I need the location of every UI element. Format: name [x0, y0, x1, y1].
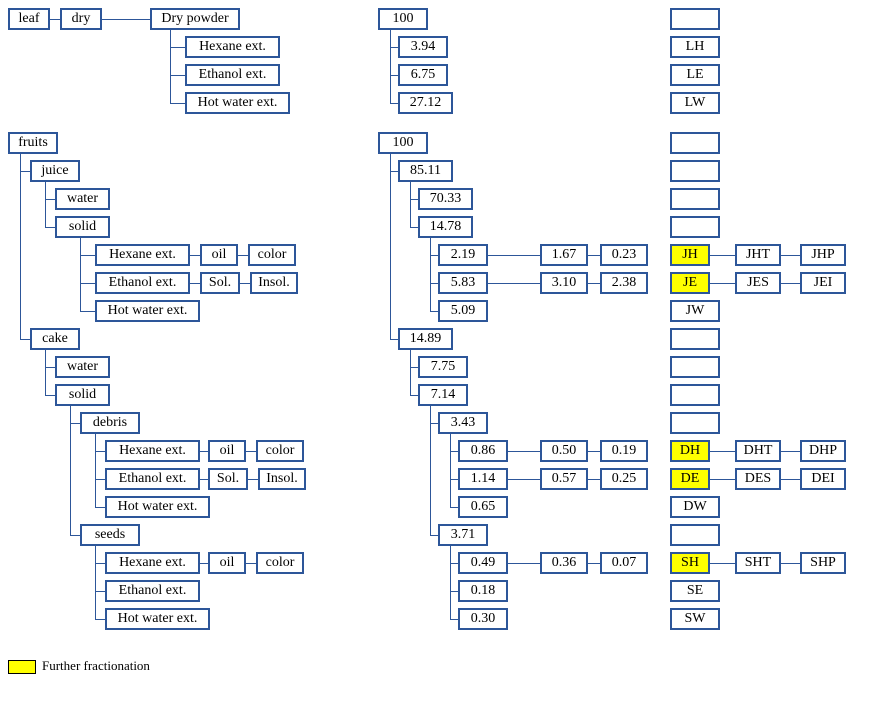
box-n_310: 3.10 — [540, 272, 588, 294]
legend-swatch — [8, 660, 36, 674]
box-c_oil1: oil — [200, 244, 238, 266]
box-n_007: 0.07 — [600, 552, 648, 574]
box-c_c_solid: solid — [55, 384, 110, 406]
box-c_sol1: Sol. — [200, 272, 240, 294]
box-n_714: 7.14 — [418, 384, 468, 406]
box-n_025: 0.25 — [600, 468, 648, 490]
box-n_371: 3.71 — [438, 524, 488, 546]
box-n_1478: 14.78 — [418, 216, 473, 238]
box-n_057: 0.57 — [540, 468, 588, 490]
box-n_030: 0.30 — [458, 608, 508, 630]
box-a_SHT: SHT — [735, 552, 781, 574]
box-n_775: 7.75 — [418, 356, 468, 378]
box-n_343: 3.43 — [438, 412, 488, 434]
box-c_d_eth: Ethanol ext. — [105, 468, 200, 490]
box-n_065: 0.65 — [458, 496, 508, 518]
box-c_color1: color — [248, 244, 296, 266]
box-n_1489: 14.89 — [398, 328, 453, 350]
box-a_LH: LH — [670, 36, 720, 58]
box-c_seeds: seeds — [80, 524, 140, 546]
box-c_dry: dry — [60, 8, 102, 30]
box-a_DEI: DEI — [800, 468, 846, 490]
box-c_l_eth: Ethanol ext. — [185, 64, 280, 86]
box-c_c_water: water — [55, 356, 110, 378]
box-a_DES: DES — [735, 468, 781, 490]
box-c_cake: cake — [30, 328, 80, 350]
box-n_114: 1.14 — [458, 468, 508, 490]
box-c_debris: debris — [80, 412, 140, 434]
box-n_100a: 100 — [378, 8, 428, 30]
box-a_LW: LW — [670, 92, 720, 114]
legend-label: Further fractionation — [42, 658, 150, 674]
box-n_583: 5.83 — [438, 272, 488, 294]
box-a_DHT: DHT — [735, 440, 781, 462]
box-n_023: 0.23 — [600, 244, 648, 266]
box-c_s_hot: Hot water ext. — [105, 608, 210, 630]
box-a_JW: JW — [670, 300, 720, 322]
box-a_SHP: SHP — [800, 552, 846, 574]
box-a_SE: SE — [670, 580, 720, 602]
box-a_JHP: JHP — [800, 244, 846, 266]
box-c_d_hex: Hexane ext. — [105, 440, 200, 462]
box-a_DE: DE — [670, 468, 710, 490]
box-n_049: 0.49 — [458, 552, 508, 574]
box-c_color2: color — [256, 440, 304, 462]
box-a_JH: JH — [670, 244, 710, 266]
box-c_oil3: oil — [208, 552, 246, 574]
box-a_JE: JE — [670, 272, 710, 294]
box-a_JEI: JEI — [800, 272, 846, 294]
box-c_s_hex: Hexane ext. — [105, 552, 200, 574]
box-c_js_hex: Hexane ext. — [95, 244, 190, 266]
box-n_019: 0.19 — [600, 440, 648, 462]
box-n_050: 0.50 — [540, 440, 588, 462]
box-c_l_hot: Hot water ext. — [185, 92, 290, 114]
box-c_fruits: fruits — [8, 132, 58, 154]
box-n_018: 0.18 — [458, 580, 508, 602]
box-a_LE: LE — [670, 64, 720, 86]
box-n_8511: 85.11 — [398, 160, 453, 182]
box-c_js_eth: Ethanol ext. — [95, 272, 190, 294]
box-c_j_solid: solid — [55, 216, 110, 238]
box-a_JES: JES — [735, 272, 781, 294]
box-n_219: 2.19 — [438, 244, 488, 266]
box-c_js_hot: Hot water ext. — [95, 300, 200, 322]
box-c_drypowder: Dry powder — [150, 8, 240, 30]
box-n_167: 1.67 — [540, 244, 588, 266]
box-c_s_eth: Ethanol ext. — [105, 580, 200, 602]
box-a_DH: DH — [670, 440, 710, 462]
box-n_086: 0.86 — [458, 440, 508, 462]
box-c_juice: juice — [30, 160, 80, 182]
box-c_l_hex: Hexane ext. — [185, 36, 280, 58]
box-n_2712: 27.12 — [398, 92, 453, 114]
box-c_j_water: water — [55, 188, 110, 210]
box-c_insol2: Insol. — [258, 468, 306, 490]
box-a_SW: SW — [670, 608, 720, 630]
box-c_d_hot: Hot water ext. — [105, 496, 210, 518]
box-c_insol1: Insol. — [250, 272, 298, 294]
box-n_7033: 70.33 — [418, 188, 473, 210]
box-n_100b: 100 — [378, 132, 428, 154]
box-n_238: 2.38 — [600, 272, 648, 294]
box-c_sol2: Sol. — [208, 468, 248, 490]
box-a_DHP: DHP — [800, 440, 846, 462]
box-a_SH: SH — [670, 552, 710, 574]
box-n_036: 0.36 — [540, 552, 588, 574]
box-n_509: 5.09 — [438, 300, 488, 322]
box-c_leaf: leaf — [8, 8, 50, 30]
box-c_oil2: oil — [208, 440, 246, 462]
box-a_DW: DW — [670, 496, 720, 518]
box-n_675: 6.75 — [398, 64, 448, 86]
box-c_color3: color — [256, 552, 304, 574]
box-n_394: 3.94 — [398, 36, 448, 58]
box-a_JHT: JHT — [735, 244, 781, 266]
